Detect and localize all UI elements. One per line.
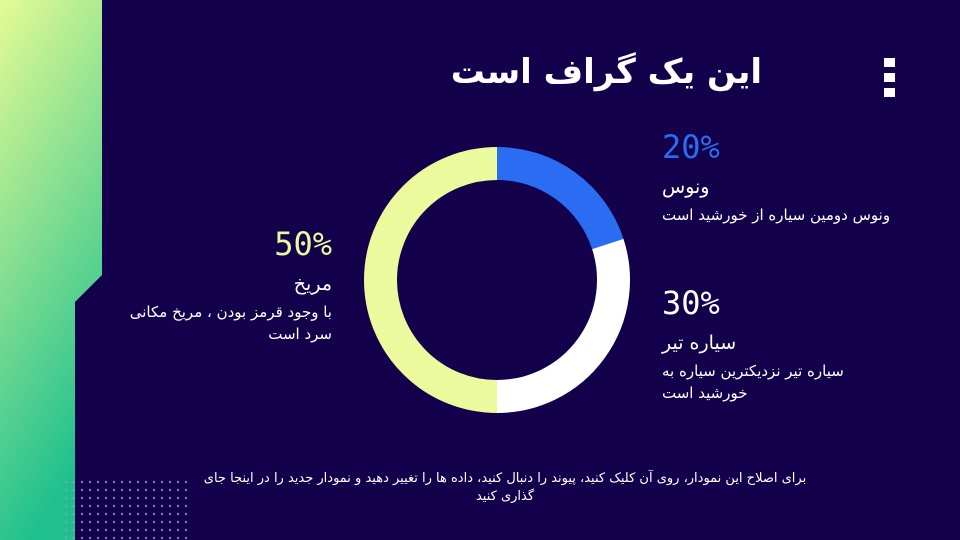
- description: سیاره تیر نزدیکترین سیاره به خورشید است: [662, 362, 844, 402]
- donut-slice: [364, 147, 498, 413]
- donut-slice: [496, 147, 624, 250]
- menu-icon: [884, 58, 895, 97]
- side-band: [0, 0, 102, 540]
- footer-note: برای اصلاح این نمودار، روی آن کلیک کنید،…: [203, 471, 807, 504]
- value-label: 20%: [662, 128, 720, 166]
- callout: 30% سیاره تیر سیاره تیر نزدیکترین سیاره به…: [662, 284, 872, 404]
- legend-label: ونوس: [662, 176, 710, 198]
- legend-label: مریخ: [293, 273, 332, 295]
- dot-grid: [62, 476, 187, 540]
- description: ونوس دومین سیاره از خورشید است: [662, 206, 891, 224]
- description: با وجود قرمز بودن ، مریخ مکانی سرد است: [129, 303, 332, 343]
- chart-title: این یک گراف است: [450, 52, 762, 92]
- donut-slice: [496, 238, 630, 413]
- callout: 20% ونوس ونوس دومین سیاره از خورشید است: [662, 128, 892, 226]
- legend-label: سیاره تیر: [662, 332, 737, 354]
- value-label: 50%: [274, 225, 332, 263]
- value-label: 30%: [662, 284, 720, 322]
- callout: 50% مریخ با وجود قرمز بودن ، مریخ مکانی سر…: [122, 225, 332, 345]
